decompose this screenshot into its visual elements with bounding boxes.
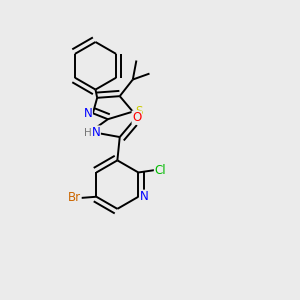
Text: N: N — [84, 107, 92, 120]
Text: Cl: Cl — [154, 164, 166, 177]
Text: S: S — [135, 105, 142, 118]
Text: O: O — [132, 111, 141, 124]
Text: Br: Br — [68, 191, 81, 204]
Text: N: N — [92, 126, 100, 139]
Text: N: N — [140, 190, 149, 203]
Text: H: H — [84, 128, 92, 139]
